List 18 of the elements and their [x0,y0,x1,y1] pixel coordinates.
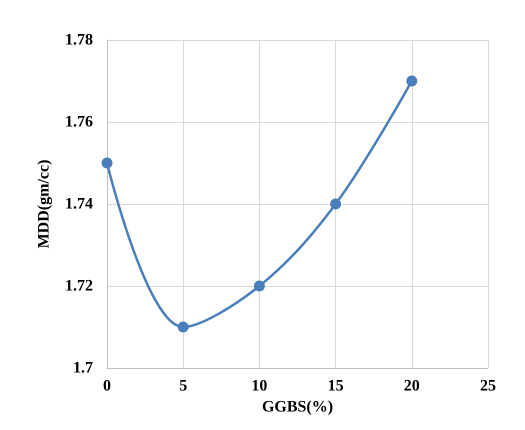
point [330,198,342,210]
y-tick-label: 1.78 [65,32,93,48]
x-axis-title: GGBS(%) [262,398,334,416]
x-tick-label: 25 [480,378,496,394]
x-tick-label: 15 [328,378,344,394]
x-tick-label: 5 [179,378,188,394]
y-axis-title: MDD(gm/cc) [36,160,52,248]
x-tick-label: 0 [103,378,111,394]
x-tick-label: 20 [404,378,420,394]
point [254,280,265,292]
point [406,76,418,86]
y-tick-label: 1.74 [65,196,93,212]
y-tick-label: 1.72 [65,278,93,294]
y-tick-label: 1.7 [73,360,93,376]
point [102,158,112,168]
y-tick-label: 1.76 [65,114,93,130]
x-tick-label: 10 [251,378,268,394]
point [178,322,189,332]
